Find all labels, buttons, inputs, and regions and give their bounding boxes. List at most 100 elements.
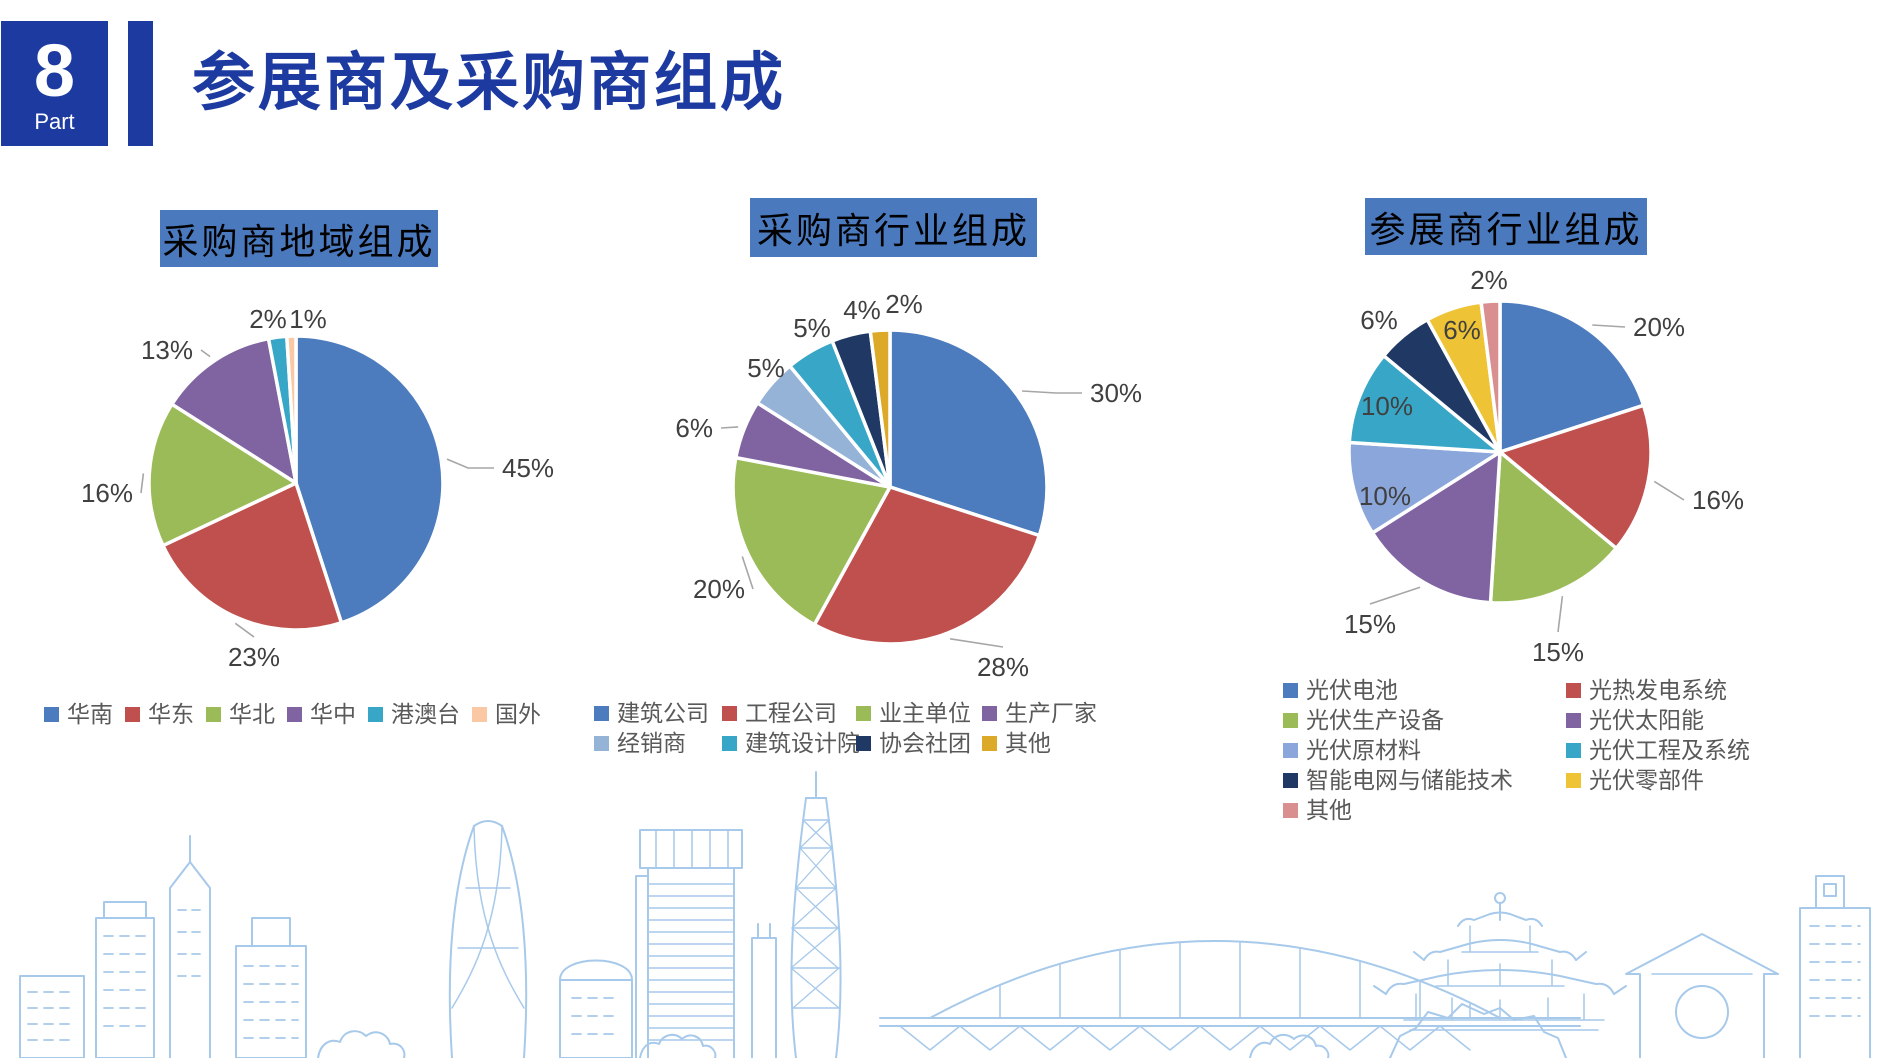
legend-label: 华中 (310, 701, 356, 727)
legend-swatch (125, 707, 140, 722)
pie-slice-华中 (170, 336, 298, 485)
legend-label: 业主单位 (879, 700, 971, 726)
legend-item: 华东 (125, 701, 194, 728)
pie-slice-光伏电池 (1498, 299, 1646, 454)
legend-swatch (594, 736, 609, 751)
legend-item: 华中 (287, 701, 356, 728)
pie-slice-建筑公司 (888, 328, 1049, 538)
label-leader-line (720, 426, 739, 429)
slice-percent-label: 16% (81, 478, 133, 508)
legend-swatch (1283, 743, 1298, 758)
label-leader-line (1369, 586, 1421, 605)
slice-percent-label: 6% (1360, 305, 1398, 335)
legend-item: 建筑设计院 (722, 730, 860, 757)
legend-swatch (1283, 713, 1298, 728)
legend-label: 建筑公司 (617, 700, 709, 726)
legend-swatch (982, 706, 997, 721)
legend-label: 华北 (229, 701, 275, 727)
slice-percent-label: 15% (1344, 609, 1396, 639)
title-accent-bar (128, 21, 153, 146)
legend-label: 建筑设计院 (745, 730, 860, 756)
slice-percent-label: 30% (1090, 378, 1142, 408)
legend-exhibitor-industry: 光伏电池 光热发电系统 光伏生产设备 光伏太阳能 光伏原材料 光伏工程及系统 智能电网与储能… (1283, 677, 1838, 824)
pie-slice-光伏工程及系统 (1347, 353, 1502, 454)
slice-percent-label: 4% (843, 295, 881, 325)
pie-slice-华北 (147, 402, 298, 548)
legend-label: 光伏原材料 (1306, 737, 1421, 763)
chart-title-buyer-industry: 采购商行业组成 (750, 198, 1037, 257)
slice-percent-label: 5% (793, 313, 831, 343)
legend-item: 经销商 (594, 730, 722, 757)
pie-chart-buyer-industry-composition: 30% 28% 20% 6% 5% 5% 4% 2% (675, 289, 1142, 682)
pie-slice-业主单位 (731, 455, 892, 627)
pie-slice-其他 (868, 328, 892, 489)
legend-label: 智能电网与储能技术 (1306, 767, 1513, 793)
part-label: Part (34, 109, 75, 134)
pie-slice-其他 (1479, 299, 1502, 454)
slice-percent-label: 6% (675, 413, 713, 443)
legend-buyer-region: 华南 华东 华北 华中 港澳台 国外 (44, 701, 541, 728)
pie-chart-buyer-region-composition: 45% 23% 16% 13% 2% 1% (81, 304, 554, 672)
pie-slice-国外 (285, 334, 298, 485)
label-leader-line (446, 458, 494, 469)
slice-percent-label: 15% (1532, 637, 1584, 667)
slice-percent-label: 2% (1470, 265, 1508, 295)
legend-item: 光热发电系统 (1566, 677, 1838, 704)
legend-label: 华东 (148, 701, 194, 727)
slice-percent-label: 23% (228, 642, 280, 672)
slice-percent-label: 28% (977, 652, 1029, 682)
legend-swatch (982, 736, 997, 751)
legend-swatch (1283, 683, 1298, 698)
legend-label: 港澳台 (391, 701, 460, 727)
legend-item: 业主单位 (856, 700, 982, 727)
pie-slice-华东 (161, 481, 344, 632)
legend-item: 工程公司 (722, 700, 856, 727)
chart-title-exhibitor-industry: 参展商行业组成 (1365, 198, 1647, 255)
legend-swatch (856, 706, 871, 721)
label-leader-line (741, 556, 754, 590)
legend-swatch (1566, 773, 1581, 788)
label-leader-line (200, 349, 211, 358)
legend-label: 协会社团 (879, 730, 971, 756)
legend-item: 光伏生产设备 (1283, 707, 1566, 734)
pie-slice-光伏生产设备 (1488, 450, 1619, 605)
legend-item: 光伏电池 (1283, 677, 1566, 704)
pie-slice-工程公司 (812, 485, 1042, 646)
legend-swatch (1283, 803, 1298, 818)
slice-percent-label: 10% (1359, 481, 1411, 511)
label-leader-line (234, 622, 255, 638)
legend-label: 生产厂家 (1005, 700, 1097, 726)
legend-label: 工程公司 (745, 700, 837, 726)
part-number: 8 (33, 29, 76, 112)
legend-item: 协会社团 (856, 730, 982, 757)
legend-item: 其他 (1283, 797, 1566, 824)
legend-label: 国外 (495, 701, 541, 727)
label-leader-line (949, 638, 1004, 648)
legend-swatch (1283, 773, 1298, 788)
slice-percent-label: 20% (693, 574, 745, 604)
slice-percent-label: 10% (1361, 391, 1413, 421)
pie-slice-光热发电系统 (1498, 403, 1653, 551)
legend-item: 光伏零部件 (1566, 767, 1838, 794)
legend-item: 光伏原材料 (1283, 737, 1566, 764)
label-leader-line (1653, 480, 1685, 501)
legend-label: 光伏电池 (1306, 677, 1398, 703)
legend-swatch (722, 736, 737, 751)
legend-label: 经销商 (617, 730, 686, 756)
pie-slice-光伏太阳能 (1370, 450, 1502, 605)
legend-swatch (1566, 713, 1581, 728)
legend-swatch (472, 707, 487, 722)
legend-label: 其他 (1005, 730, 1051, 756)
legend-swatch (44, 707, 59, 722)
page-title: 参展商及采购商组成 (192, 48, 786, 118)
legend-item: 港澳台 (368, 701, 460, 728)
slice-percent-label: 6% (1443, 315, 1481, 345)
legend-swatch (722, 706, 737, 721)
legend-label: 华南 (67, 701, 113, 727)
legend-swatch (1566, 683, 1581, 698)
slice-percent-label: 13% (141, 335, 193, 365)
legend-item: 生产厂家 (982, 700, 1097, 727)
part-badge: 8 Part (1, 21, 108, 146)
label-leader-line (1022, 390, 1082, 394)
